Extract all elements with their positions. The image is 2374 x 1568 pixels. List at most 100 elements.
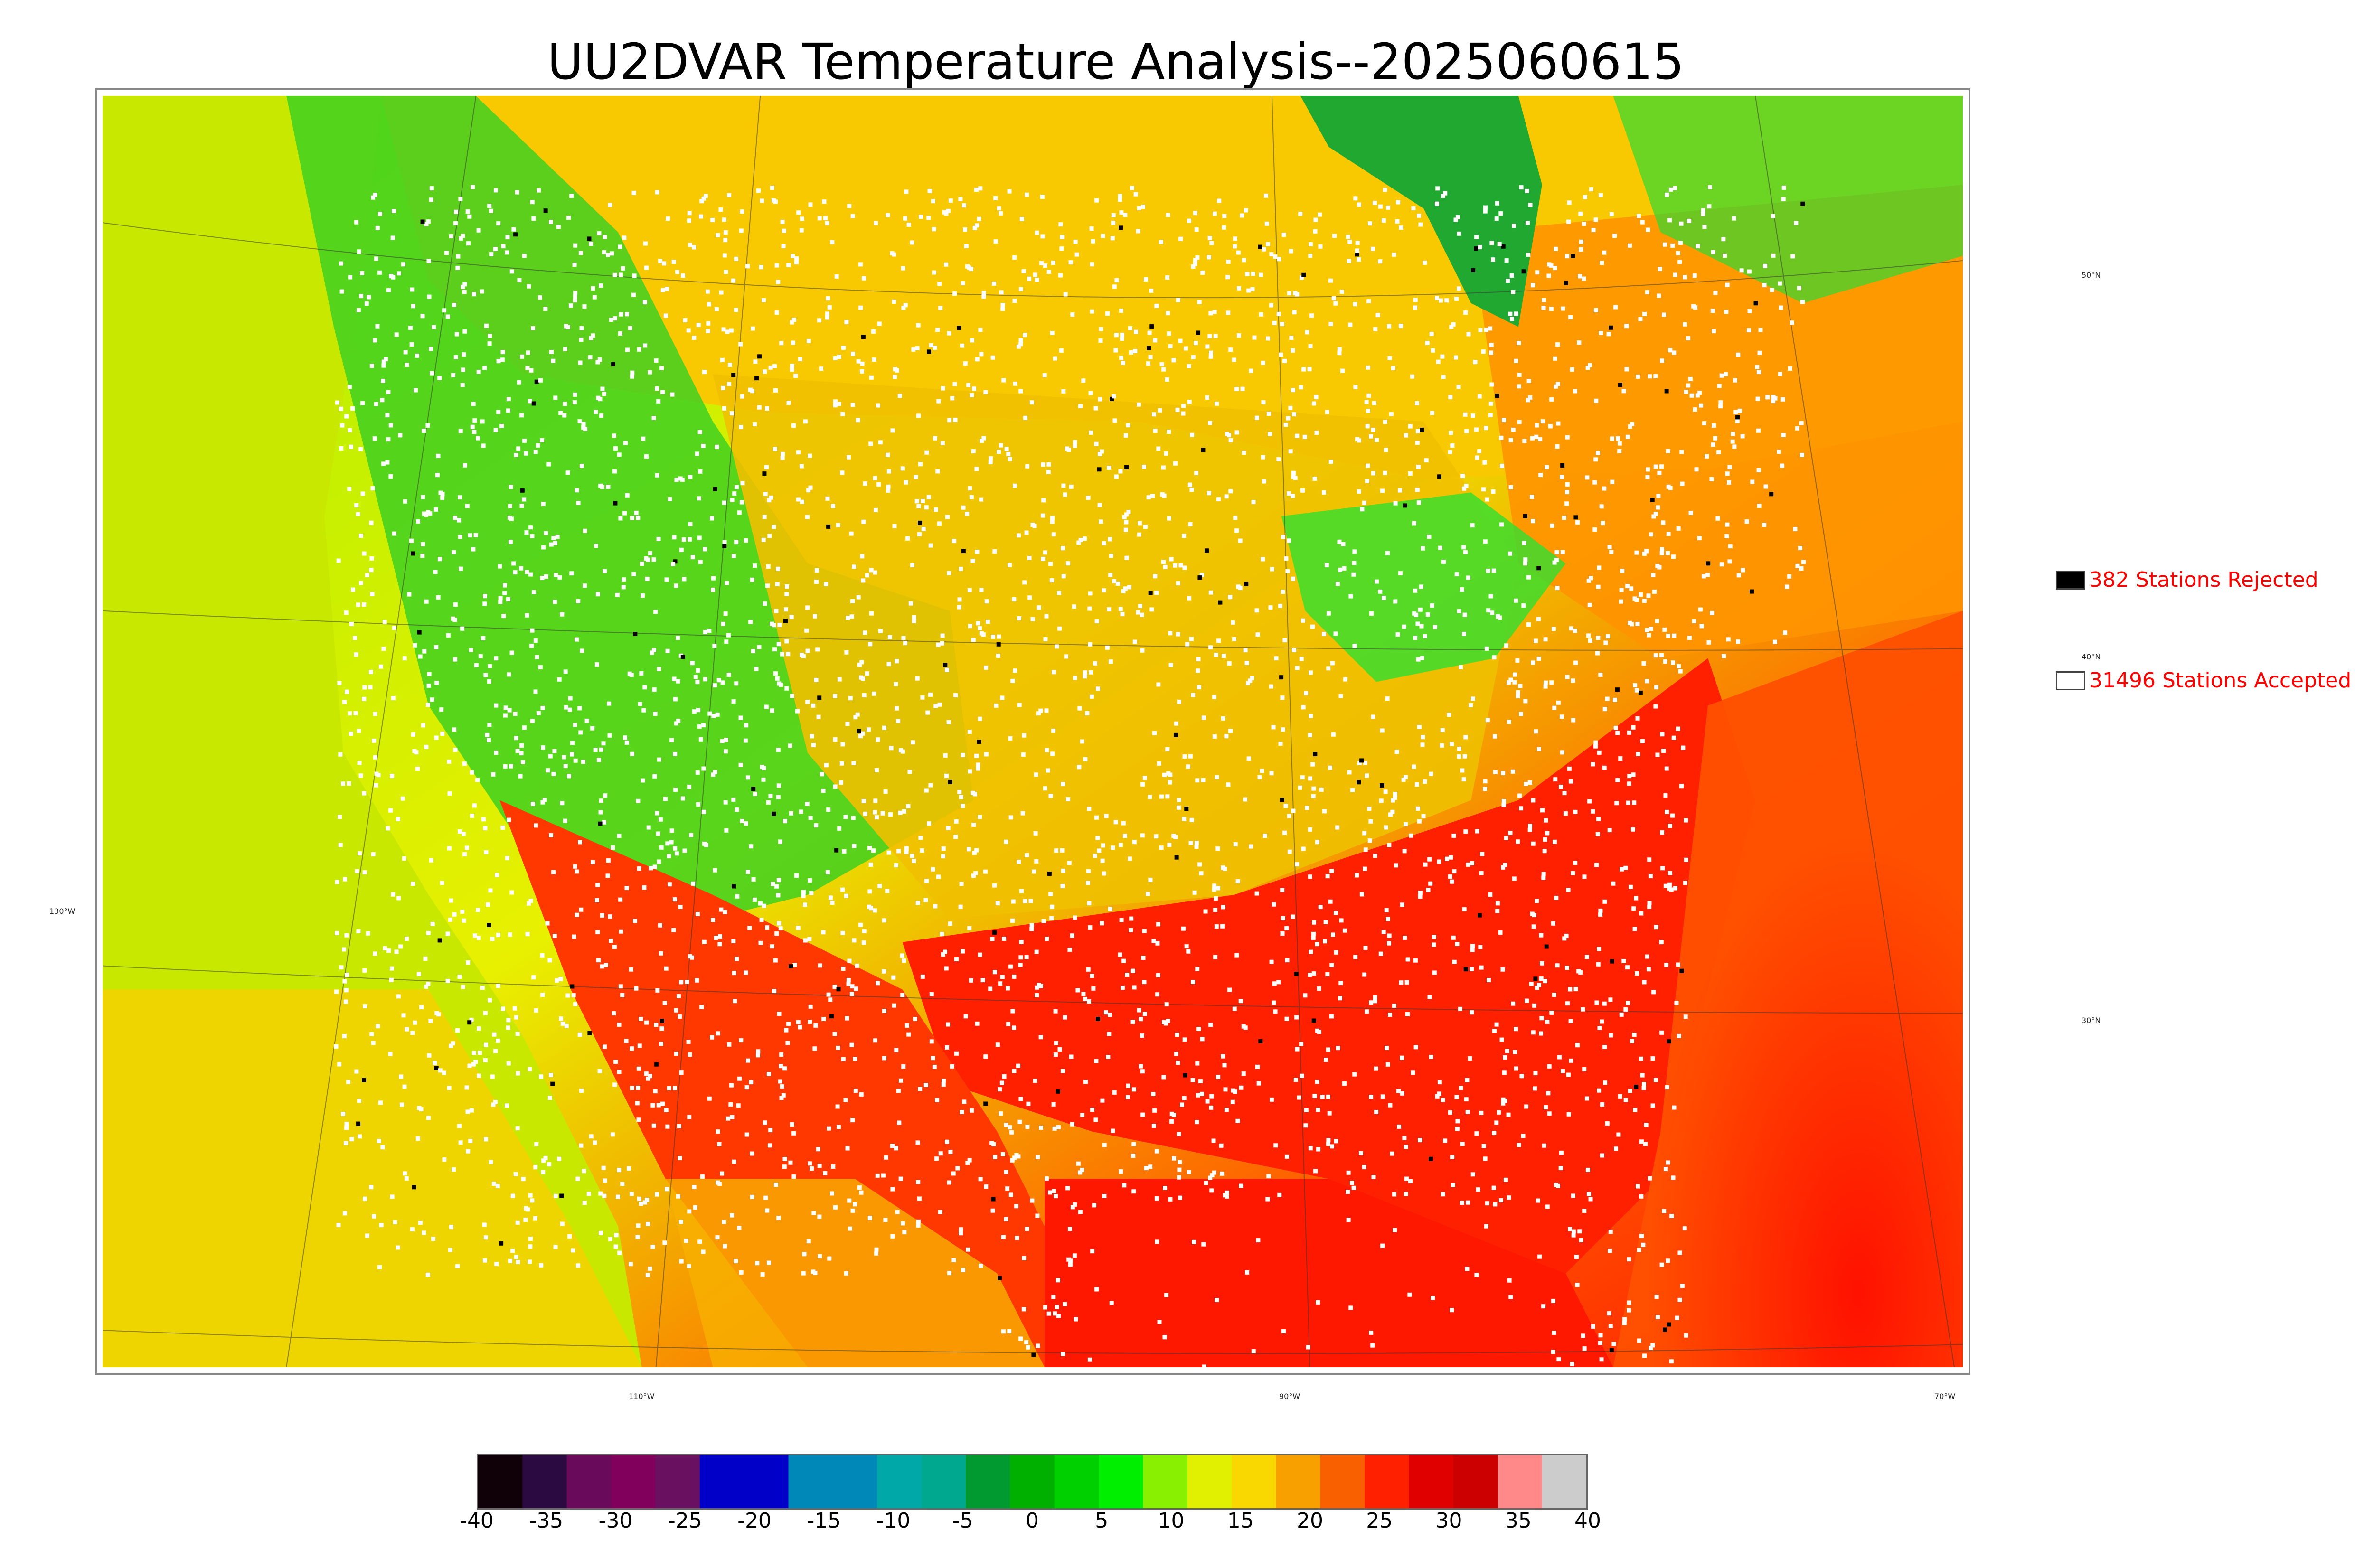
station-accepted-marker	[551, 771, 556, 776]
station-accepted-marker	[1009, 1130, 1014, 1135]
station-accepted-marker	[771, 882, 775, 886]
station-accepted-marker	[1795, 563, 1800, 568]
station-accepted-marker	[1012, 1025, 1017, 1030]
station-accepted-marker	[1427, 995, 1432, 999]
station-accepted-marker	[1098, 397, 1102, 402]
station-accepted-marker	[1094, 1287, 1099, 1292]
station-accepted-marker	[1018, 342, 1023, 347]
station-accepted-marker	[707, 1096, 712, 1101]
station-accepted-marker	[1178, 1160, 1182, 1164]
station-accepted-marker	[422, 511, 426, 516]
station-accepted-marker	[1608, 1230, 1613, 1234]
station-rejected-marker	[1196, 330, 1201, 335]
station-accepted-marker	[1371, 1175, 1376, 1180]
station-accepted-marker	[1629, 586, 1634, 591]
station-accepted-marker	[1192, 1239, 1196, 1244]
station-accepted-marker	[448, 1248, 453, 1252]
station-accepted-marker	[339, 965, 344, 970]
station-accepted-marker	[850, 1118, 855, 1123]
station-accepted-marker	[792, 963, 797, 967]
station-accepted-marker	[1118, 194, 1122, 198]
station-accepted-marker	[895, 1210, 900, 1214]
station-accepted-marker	[381, 646, 386, 651]
station-accepted-marker	[1228, 489, 1233, 494]
colorbar-segment	[1187, 1455, 1233, 1508]
station-accepted-marker	[369, 568, 374, 573]
station-accepted-marker	[413, 388, 418, 393]
station-accepted-marker	[1369, 1330, 1374, 1335]
station-accepted-marker	[1030, 617, 1035, 621]
station-accepted-marker	[1693, 407, 1697, 412]
station-rejected-marker	[1124, 465, 1129, 469]
station-accepted-marker	[597, 231, 602, 236]
station-accepted-marker	[715, 444, 719, 449]
station-accepted-marker	[415, 767, 420, 771]
station-accepted-marker	[465, 504, 470, 508]
station-accepted-marker	[639, 671, 644, 676]
station-accepted-marker	[618, 272, 623, 277]
station-accepted-marker	[339, 289, 344, 294]
station-accepted-marker	[1605, 634, 1610, 638]
station-accepted-marker	[623, 441, 628, 445]
station-accepted-marker	[416, 972, 421, 976]
station-accepted-marker	[1032, 524, 1037, 528]
station-accepted-marker	[1470, 861, 1474, 865]
station-accepted-marker	[958, 197, 963, 201]
station-accepted-marker	[1665, 192, 1669, 197]
station-accepted-marker	[833, 399, 838, 404]
station-accepted-marker	[553, 541, 558, 545]
station-accepted-marker	[851, 761, 856, 765]
station-accepted-marker	[1617, 449, 1622, 453]
station-accepted-marker	[1634, 688, 1639, 693]
station-accepted-marker	[1630, 827, 1635, 832]
station-accepted-marker	[1161, 465, 1166, 470]
station-accepted-marker	[1155, 941, 1160, 946]
station-accepted-marker	[1306, 1345, 1310, 1350]
station-accepted-marker	[1282, 358, 1287, 363]
station-accepted-marker	[1711, 442, 1715, 447]
station-accepted-marker	[846, 982, 851, 986]
station-accepted-marker	[1214, 896, 1218, 901]
station-rejected-marker	[1428, 1156, 1433, 1161]
station-accepted-marker	[770, 944, 774, 949]
station-accepted-marker	[612, 433, 617, 438]
station-accepted-marker	[786, 652, 791, 657]
station-accepted-marker	[778, 1079, 782, 1084]
station-accepted-marker	[402, 1084, 407, 1089]
station-accepted-marker	[1204, 1181, 1208, 1185]
station-accepted-marker	[447, 1086, 452, 1090]
station-accepted-marker	[928, 783, 933, 788]
station-accepted-marker	[1672, 350, 1677, 355]
station-accepted-marker	[689, 833, 694, 837]
station-accepted-marker	[999, 1111, 1003, 1116]
station-accepted-marker	[659, 951, 663, 956]
station-accepted-marker	[1653, 464, 1658, 469]
station-accepted-marker	[947, 1271, 952, 1276]
station-rejected-marker	[1667, 1322, 1671, 1327]
station-accepted-marker	[1124, 555, 1129, 560]
station-rejected-marker	[1313, 752, 1318, 757]
station-accepted-marker	[768, 794, 773, 798]
station-accepted-marker	[1677, 1250, 1682, 1255]
station-accepted-marker	[1332, 234, 1337, 238]
station-accepted-marker	[855, 963, 859, 968]
station-accepted-marker	[1119, 308, 1124, 313]
station-rejected-marker	[926, 349, 931, 354]
station-accepted-marker	[1421, 814, 1426, 818]
station-accepted-marker	[1348, 322, 1353, 327]
station-rejected-marker	[817, 695, 822, 700]
station-accepted-marker	[1018, 338, 1023, 343]
station-accepted-marker	[761, 537, 766, 542]
station-accepted-marker	[964, 244, 969, 248]
station-accepted-marker	[777, 681, 782, 686]
station-accepted-marker	[1662, 627, 1667, 632]
station-accepted-marker	[1538, 473, 1543, 478]
station-accepted-marker	[1516, 694, 1520, 699]
station-accepted-marker	[789, 615, 794, 620]
station-accepted-marker	[1528, 395, 1533, 400]
station-accepted-marker	[1284, 556, 1289, 561]
station-accepted-marker	[1405, 1012, 1410, 1016]
station-accepted-marker	[1514, 1027, 1518, 1032]
station-accepted-marker	[457, 518, 462, 523]
station-accepted-marker	[431, 1237, 436, 1241]
